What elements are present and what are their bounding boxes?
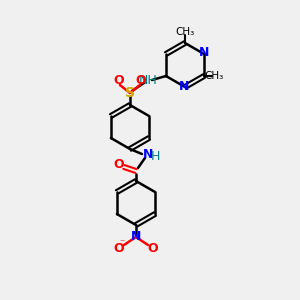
Text: O: O (114, 158, 124, 170)
Text: O: O (114, 242, 124, 256)
Text: NH: NH (139, 74, 157, 88)
Text: O: O (148, 242, 158, 256)
Text: S: S (125, 86, 135, 100)
Text: N: N (199, 46, 209, 59)
Text: H: H (150, 151, 160, 164)
Text: ⁻: ⁻ (119, 238, 124, 248)
Text: CH₃: CH₃ (204, 71, 224, 81)
Text: N: N (131, 230, 141, 244)
Text: ⁺: ⁺ (135, 236, 141, 246)
Text: O: O (136, 74, 146, 88)
Text: O: O (114, 74, 124, 88)
Text: N: N (179, 80, 189, 92)
Text: CH₃: CH₃ (176, 27, 195, 37)
Text: N: N (143, 148, 153, 161)
